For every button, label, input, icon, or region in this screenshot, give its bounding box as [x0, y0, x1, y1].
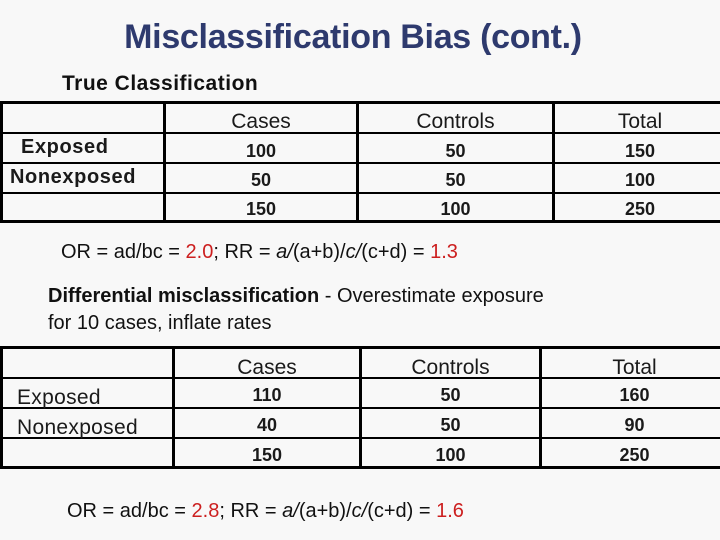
table-divider	[0, 192, 720, 194]
cell-grand-total: 250	[624, 199, 656, 219]
rr-value: 1.3	[430, 241, 458, 263]
table-border-left	[0, 101, 3, 223]
column-header-controls: Controls	[411, 356, 490, 379]
row-label-nonexposed: Nonexposed	[10, 166, 137, 188]
table-column-divider	[172, 346, 175, 469]
cell-nonexposed-total: 90	[624, 415, 645, 435]
table-column-divider	[163, 101, 166, 223]
rr-label: ; RR =	[213, 241, 277, 263]
cell-grand-total: 250	[619, 445, 650, 465]
cell-nonexposed-controls: 50	[445, 170, 466, 190]
section-label-true-classification: True Classification	[62, 72, 259, 95]
cell-nonexposed-controls: 50	[440, 415, 461, 435]
table-border-bottom	[0, 220, 720, 223]
differential-heading: Differential misclassification - Overest…	[48, 285, 544, 308]
cell-total-cases: 150	[245, 199, 277, 219]
rr-term: (c+d) =	[367, 500, 437, 522]
table-divider	[0, 132, 720, 134]
column-header-total: Total	[617, 110, 663, 133]
cell-total-controls: 100	[435, 445, 466, 465]
column-header-controls: Controls	[416, 110, 495, 133]
table-column-divider	[359, 346, 362, 469]
cell-nonexposed-total: 100	[624, 170, 656, 190]
rr-term: (a+b)/	[292, 241, 346, 263]
rr-term: (c+d) =	[361, 241, 431, 263]
or-formula: OR = ad/bc =	[67, 500, 192, 522]
rr-value: 1.6	[436, 500, 464, 522]
table-border-left	[0, 346, 3, 469]
table-column-divider	[356, 101, 359, 223]
slide-title: Misclassification Bias (cont.)	[124, 18, 582, 56]
cell-exposed-total: 150	[624, 141, 656, 161]
row-label-nonexposed: Nonexposed	[17, 416, 138, 439]
or-value: 2.0	[185, 241, 214, 263]
or-formula: OR = ad/bc =	[61, 241, 186, 263]
differential-heading-rest: - Overestimate exposure	[319, 285, 544, 307]
cell-exposed-cases: 110	[252, 385, 282, 405]
cell-nonexposed-cases: 40	[256, 415, 278, 435]
cell-exposed-controls: 50	[440, 385, 461, 405]
row-label-exposed: Exposed	[17, 386, 101, 409]
differential-heading-bold: Differential misclassification	[48, 285, 320, 307]
formula-true-classification: OR = ad/bc = 2.0; RR = a/(a+b)/c/(c+d) =…	[61, 241, 458, 264]
cell-total-cases: 150	[251, 445, 283, 465]
formula-differential: OR = ad/bc = 2.8; RR = a/(a+b)/c/(c+d) =…	[67, 500, 464, 523]
table-column-divider	[552, 101, 555, 223]
rr-term: a/	[276, 241, 293, 263]
cell-exposed-cases: 100	[245, 141, 277, 161]
rr-term: c/	[345, 241, 362, 263]
rr-term: (a+b)/	[298, 500, 352, 522]
table-column-divider	[539, 346, 542, 469]
cell-exposed-controls: 50	[445, 141, 466, 161]
column-header-cases: Cases	[237, 356, 297, 379]
rr-term: c/	[351, 500, 368, 522]
row-label-exposed: Exposed	[21, 136, 109, 158]
column-header-total: Total	[612, 356, 657, 379]
differential-heading-line2: for 10 cases, inflate rates	[48, 312, 272, 334]
rr-term: a/	[282, 500, 299, 522]
or-value: 2.8	[191, 500, 220, 522]
column-header-cases: Cases	[231, 110, 291, 133]
cell-nonexposed-cases: 50	[250, 170, 272, 190]
cell-exposed-total: 160	[619, 385, 650, 405]
rr-label: ; RR =	[219, 500, 283, 522]
cell-total-controls: 100	[440, 199, 471, 219]
table-divider	[0, 162, 720, 164]
table-border-top	[0, 101, 720, 104]
